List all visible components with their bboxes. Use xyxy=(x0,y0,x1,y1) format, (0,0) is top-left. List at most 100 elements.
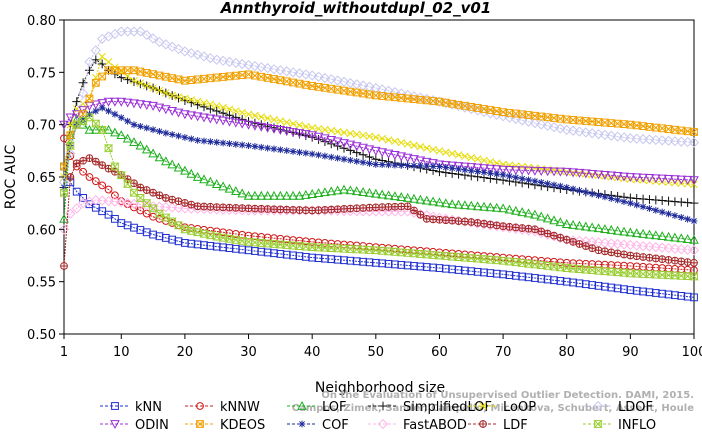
data-point xyxy=(652,206,660,214)
data-point xyxy=(276,146,284,154)
data-point xyxy=(371,203,380,212)
data-point xyxy=(429,215,437,224)
data-point xyxy=(618,132,630,143)
data-point xyxy=(91,177,100,186)
data-point xyxy=(110,127,120,137)
data-point xyxy=(346,129,355,138)
data-point xyxy=(142,209,151,218)
data-point xyxy=(257,113,266,121)
credit-line-1: On the Evaluation of Unsupervised Outlie… xyxy=(321,390,694,401)
data-point xyxy=(518,175,526,183)
data-point xyxy=(544,180,552,188)
data-point xyxy=(396,152,407,162)
data-point xyxy=(542,167,553,177)
data-point xyxy=(224,117,235,127)
data-point xyxy=(174,93,183,101)
data-point xyxy=(676,136,687,147)
data-point xyxy=(416,162,424,170)
data-point xyxy=(308,150,316,158)
data-point xyxy=(187,76,196,84)
data-point xyxy=(105,107,112,115)
data-point xyxy=(60,262,68,270)
data-point xyxy=(103,124,114,134)
data-point xyxy=(384,203,393,211)
data-point xyxy=(620,198,628,205)
data-point xyxy=(238,108,246,117)
data-point xyxy=(332,75,343,86)
data-point xyxy=(307,70,318,81)
data-point xyxy=(480,156,488,165)
data-point xyxy=(461,152,469,161)
data-point xyxy=(122,26,133,37)
data-point xyxy=(524,224,533,233)
data-point xyxy=(669,243,681,254)
data-point xyxy=(486,157,495,166)
data-point xyxy=(657,196,667,205)
x-tick-label: 40 xyxy=(304,345,321,360)
data-point xyxy=(211,179,222,188)
data-point xyxy=(294,190,305,200)
data-point xyxy=(690,217,698,225)
data-point xyxy=(625,239,636,251)
data-point xyxy=(167,217,177,226)
data-point xyxy=(194,136,202,144)
data-point xyxy=(276,117,285,125)
data-point xyxy=(366,159,373,167)
data-point xyxy=(568,168,578,178)
data-point xyxy=(218,108,228,118)
data-point xyxy=(601,247,609,256)
data-point xyxy=(173,108,184,118)
data-point xyxy=(71,203,82,214)
data-point xyxy=(403,202,412,211)
data-point xyxy=(104,210,113,219)
data-point xyxy=(308,124,316,132)
series-line xyxy=(63,55,695,185)
data-point xyxy=(384,136,393,144)
data-point xyxy=(364,187,375,197)
data-point xyxy=(383,149,394,159)
data-point xyxy=(256,61,267,73)
data-point xyxy=(276,205,285,214)
data-point xyxy=(512,174,520,181)
data-point xyxy=(257,205,266,213)
data-point xyxy=(404,162,412,169)
data-point xyxy=(200,202,208,211)
data-point xyxy=(84,113,95,122)
data-point xyxy=(434,197,445,207)
data-point xyxy=(518,224,527,232)
data-point xyxy=(632,252,641,261)
data-point xyxy=(339,143,349,153)
data-point xyxy=(124,117,132,125)
data-point xyxy=(606,171,617,181)
data-point xyxy=(435,147,444,155)
data-point xyxy=(212,102,221,110)
data-point xyxy=(90,124,101,134)
data-point xyxy=(116,130,127,140)
data-point xyxy=(135,26,146,37)
data-point xyxy=(461,217,469,226)
data-point xyxy=(231,112,241,122)
data-point xyxy=(569,185,577,193)
data-point xyxy=(155,191,164,200)
data-point xyxy=(480,168,488,176)
data-point xyxy=(238,71,247,79)
series-odin xyxy=(59,97,699,186)
data-point xyxy=(212,106,222,116)
data-point xyxy=(289,206,297,214)
data-point xyxy=(213,138,221,146)
data-point xyxy=(136,183,145,192)
data-point xyxy=(230,57,241,69)
data-point xyxy=(448,164,456,172)
data-point xyxy=(567,125,579,136)
data-point xyxy=(91,119,101,128)
data-point xyxy=(606,238,617,249)
data-point xyxy=(358,187,368,196)
data-point xyxy=(428,159,438,169)
data-point xyxy=(670,175,680,185)
data-point xyxy=(448,149,456,158)
data-point xyxy=(683,258,692,266)
data-point xyxy=(537,179,545,186)
data-point xyxy=(262,123,273,133)
data-point xyxy=(117,114,125,122)
